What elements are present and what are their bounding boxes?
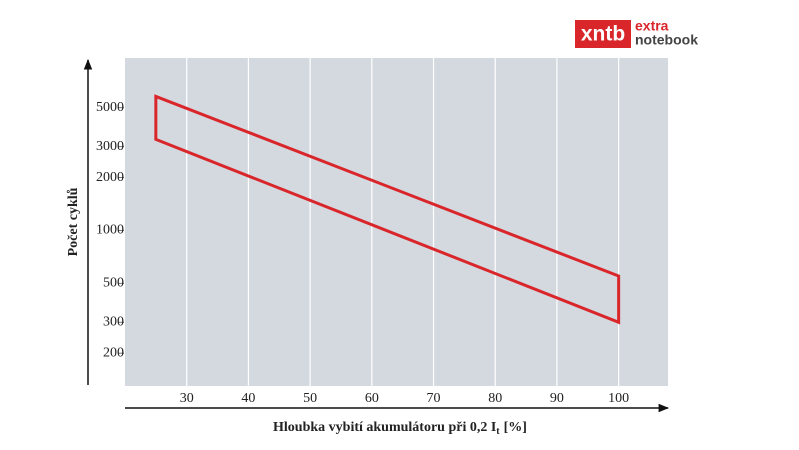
logo-brand: xntb — [581, 23, 625, 46]
x-tick-label: 80 — [488, 391, 502, 406]
x-tick-label: 70 — [427, 391, 441, 406]
y-tick-label: 1000 — [96, 223, 124, 238]
y-tick-label: 300 — [103, 314, 124, 329]
y-tick-label: 2000 — [96, 170, 124, 185]
y-tick-label: 200 — [103, 345, 124, 360]
plot-area — [125, 58, 668, 386]
logo-line1: extra — [635, 18, 669, 34]
x-axis-title: Hloubka vybití akumulátoru při 0,2 It [%] — [273, 420, 527, 437]
x-tick-label: 40 — [241, 391, 255, 406]
x-tick-label: 100 — [608, 391, 629, 406]
x-tick-label: 50 — [303, 391, 317, 406]
y-axis-title: Počet cyklů — [66, 187, 81, 256]
logo-box — [575, 20, 631, 48]
y-tick-label: 3000 — [96, 139, 124, 154]
y-tick-label: 500 — [103, 276, 124, 291]
band — [154, 94, 621, 325]
x-title-unit: [%] — [504, 420, 527, 435]
y-tick-label: 5000 — [96, 100, 124, 115]
x-title-sub: t — [496, 426, 500, 437]
x-tick-label: 30 — [180, 391, 194, 406]
x-tick-label: 90 — [550, 391, 564, 406]
x-tick-label: 60 — [365, 391, 379, 406]
logo-line2: notebook — [635, 32, 698, 48]
x-title-main: Hloubka vybití akumulátoru při 0,2 I — [273, 420, 496, 435]
